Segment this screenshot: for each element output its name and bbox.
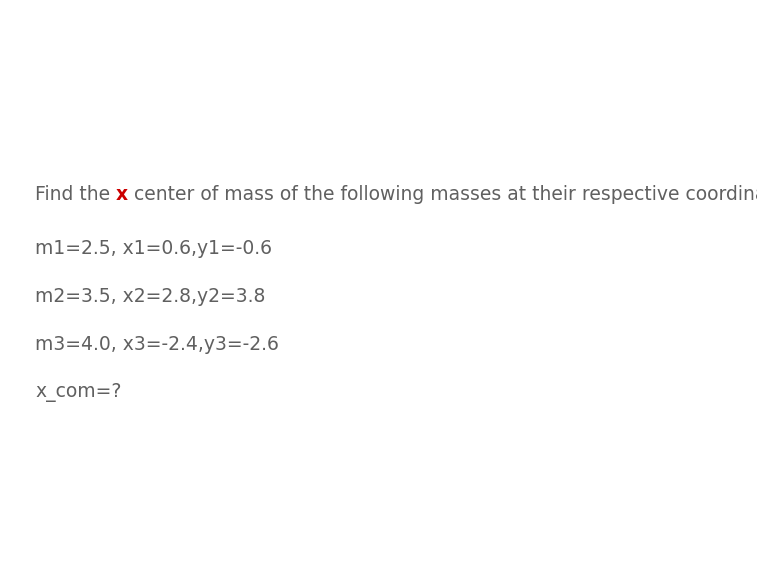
Text: x: x (116, 186, 128, 205)
Text: m2=3.5, x2=2.8,y2=3.8: m2=3.5, x2=2.8,y2=3.8 (35, 287, 266, 306)
Text: m1=2.5, x1=0.6,y1=-0.6: m1=2.5, x1=0.6,y1=-0.6 (35, 239, 272, 258)
Text: Find the: Find the (35, 186, 116, 205)
Text: m3=4.0, x3=-2.4,y3=-2.6: m3=4.0, x3=-2.4,y3=-2.6 (35, 334, 279, 354)
Text: center of mass of the following masses at their respective coordinates:: center of mass of the following masses a… (128, 186, 757, 205)
Text: x_com=?: x_com=? (35, 382, 121, 402)
